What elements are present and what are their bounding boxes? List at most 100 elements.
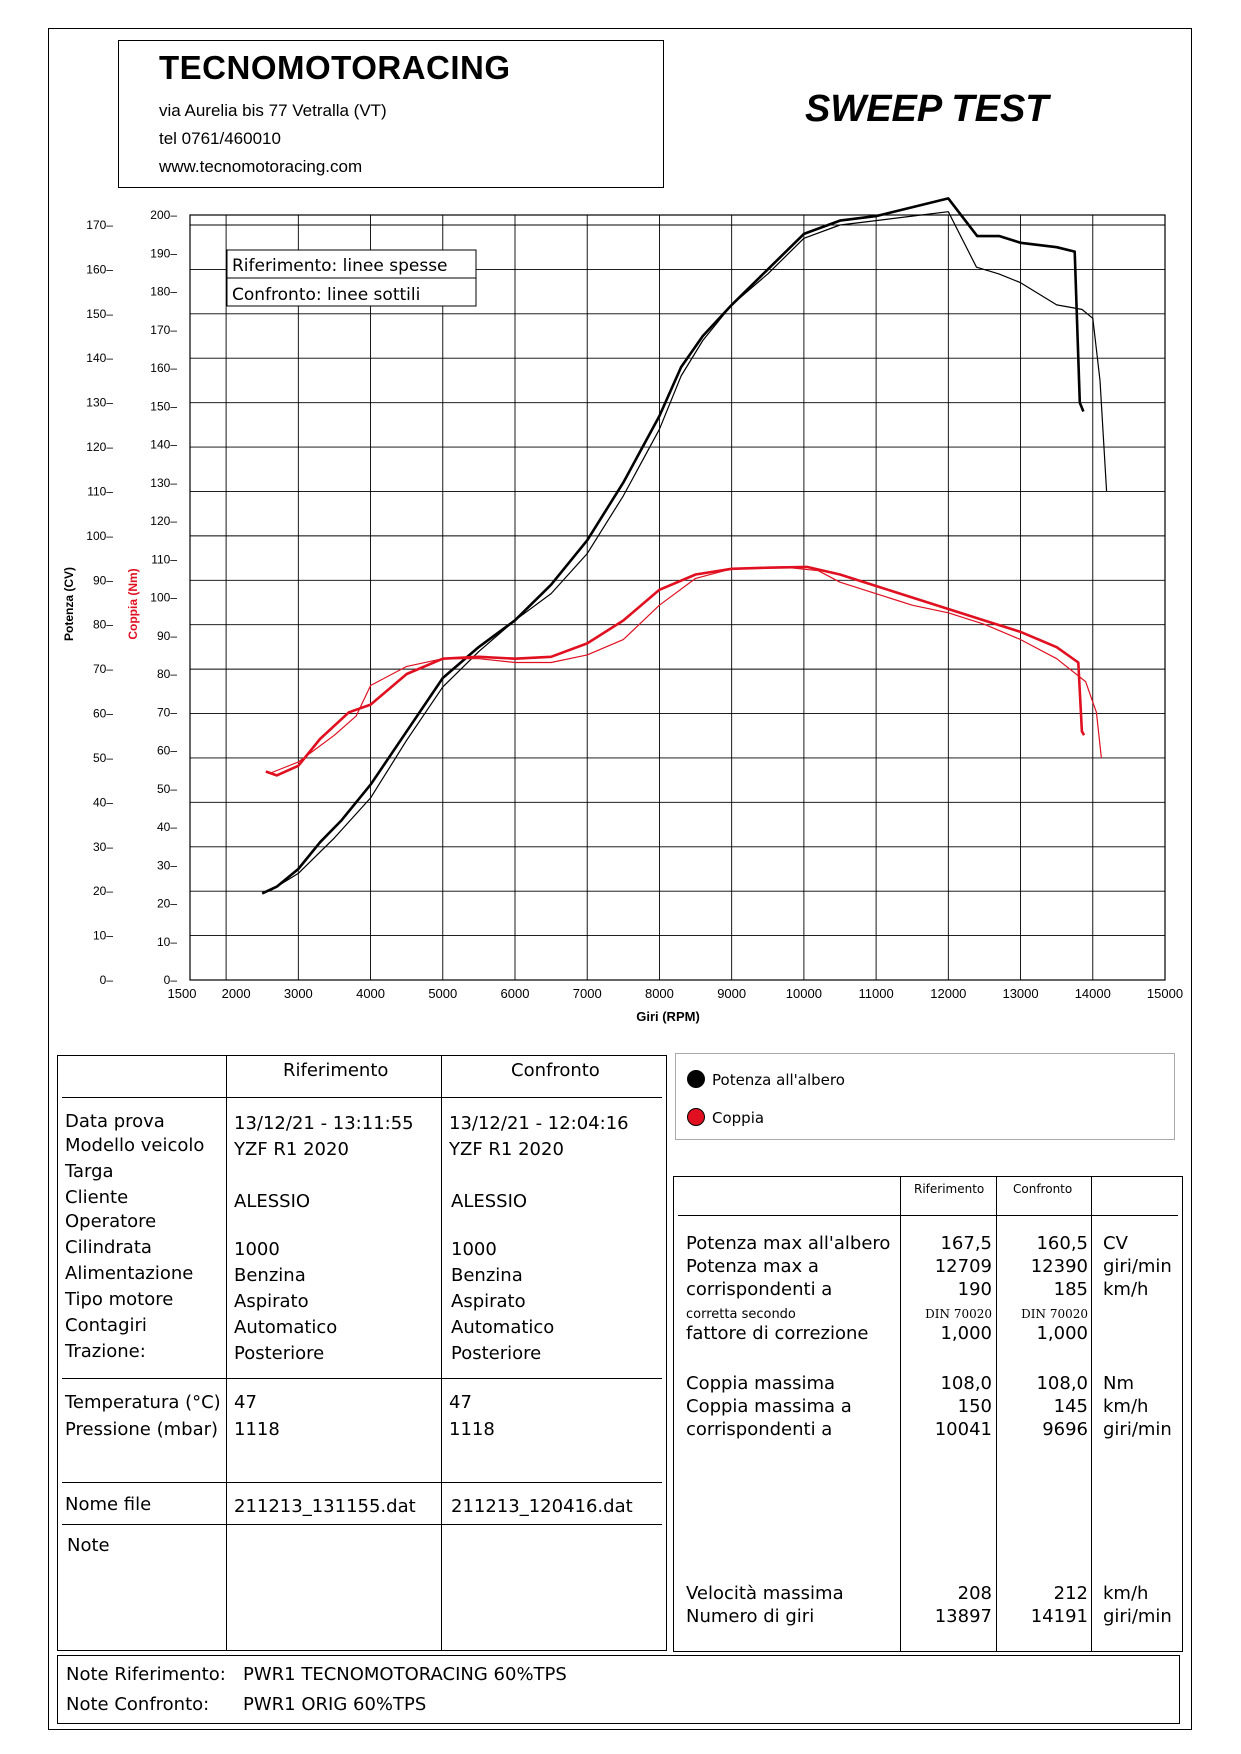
- x-tick-label: 9000: [717, 986, 746, 1001]
- torque-tick-label: 140–: [150, 438, 177, 452]
- power-tick-label: 110–: [87, 484, 113, 498]
- power-tick-label: 150–: [86, 307, 113, 321]
- info-col-divider-2: [441, 1055, 442, 1651]
- result-unit: giri/min: [1103, 1606, 1172, 1627]
- torque-tick-label: 120–: [150, 514, 177, 528]
- x-tick-label: 1500: [168, 986, 197, 1001]
- result-conf-value: 9696: [1042, 1419, 1088, 1440]
- result-label: corrispondenti a: [686, 1419, 833, 1440]
- ref-trazione: Posteriore: [234, 1343, 325, 1364]
- torque-comparison-line: [269, 566, 1102, 775]
- x-axis-label: Giri (RPM): [636, 1009, 700, 1024]
- x-tick-label: 15000: [1147, 986, 1183, 1001]
- power-tick-label: 140–: [86, 351, 113, 365]
- result-ref-value: 190: [957, 1279, 992, 1300]
- info-label: Modello veicolo: [65, 1135, 205, 1156]
- result-ref-value: 10041: [934, 1419, 992, 1440]
- result-ref-value: DIN 70020: [925, 1307, 992, 1321]
- result-ref-value: 1,000: [940, 1323, 992, 1344]
- info-table: [57, 1055, 667, 1651]
- legend-power-marker: [687, 1070, 705, 1088]
- power-axis-ticks: 0– 10– 20– 30– 40– 50– 60– 70– 80– 90– 100– 110– 120…: [86, 218, 113, 987]
- results-col-divider-3: [1091, 1176, 1092, 1652]
- result-conf-value: DIN 70020: [1021, 1307, 1088, 1321]
- power-tick-label: 130–: [86, 396, 113, 410]
- file-label: Nome file: [65, 1494, 152, 1515]
- temp-label: Temperatura (°C): [65, 1392, 221, 1413]
- x-tick-label: 5000: [428, 986, 457, 1001]
- torque-tick-label: 200–: [150, 208, 177, 222]
- info-label: Alimentazione: [65, 1263, 194, 1284]
- note-label: Note: [67, 1535, 110, 1556]
- power-tick-label: 80–: [93, 618, 113, 632]
- conf-tipo: Aspirato: [451, 1291, 526, 1312]
- legend-markers: [687, 1070, 705, 1126]
- info-divider-env: [62, 1378, 662, 1379]
- result-label: Potenza max a: [686, 1256, 819, 1277]
- conf-cilindrata: 1000: [451, 1239, 497, 1260]
- result-conf-value: 145: [1053, 1396, 1088, 1417]
- result-label: Coppia massima a: [686, 1396, 852, 1417]
- press-label: Pressione (mbar): [65, 1419, 219, 1440]
- x-tick-label: 6000: [501, 986, 530, 1001]
- company-name: TECNOMOTORACING: [159, 49, 511, 86]
- torque-tick-label: 30–: [157, 858, 177, 872]
- power-tick-label: 20–: [93, 884, 113, 898]
- torque-tick-label: 60–: [157, 744, 177, 758]
- power-reference-line: [261, 197, 1085, 895]
- legend-box-ref: Riferimento: linee spesse: [232, 256, 448, 276]
- result-label: Numero di giri: [686, 1606, 815, 1627]
- ref-file: 211213_131155.dat: [234, 1496, 416, 1517]
- torque-tick-label: 20–: [157, 897, 177, 911]
- result-unit: km/h: [1103, 1583, 1149, 1604]
- info-label: Trazione:: [65, 1341, 146, 1362]
- chart-series: [261, 197, 1108, 895]
- power-tick-label: 0–: [100, 973, 114, 987]
- info-label: Tipo motore: [65, 1289, 174, 1310]
- x-tick-label: 10000: [786, 986, 822, 1001]
- result-conf-value: 212: [1053, 1583, 1088, 1604]
- power-comparison-line: [269, 211, 1108, 892]
- ref-temperatura: 47: [234, 1392, 257, 1413]
- result-label: Potenza max all'albero: [686, 1233, 891, 1254]
- notes-box: [57, 1655, 1180, 1724]
- torque-tick-label: 10–: [157, 935, 177, 949]
- result-unit: giri/min: [1103, 1419, 1172, 1440]
- result-ref-value: 108,0: [940, 1373, 992, 1394]
- result-label: Coppia massima: [686, 1373, 836, 1394]
- info-header-divider: [62, 1097, 662, 1098]
- power-tick-label: 60–: [93, 707, 113, 721]
- series-legend: [675, 1053, 1175, 1140]
- results-col-conf: Confronto: [1013, 1182, 1073, 1196]
- conf-modello: YZF R1 2020: [449, 1139, 564, 1160]
- conf-file: 211213_120416.dat: [451, 1496, 633, 1517]
- power-tick-label: 50–: [93, 751, 113, 765]
- torque-tick-label: 170–: [150, 323, 177, 337]
- company-address: via Aurelia bis 77 Vetralla (VT): [159, 101, 387, 120]
- result-conf-value: 160,5: [1036, 1233, 1088, 1254]
- torque-tick-label: 190–: [150, 246, 177, 260]
- x-axis-ticks: 1500 2000 3000 4000 5000 6000 7000 8000 9000 1000…: [168, 986, 1184, 1001]
- power-tick-label: 90–: [93, 573, 113, 587]
- results-col-divider-1: [900, 1176, 901, 1652]
- result-label: Velocità massima: [686, 1583, 844, 1604]
- conf-trazione: Posteriore: [451, 1343, 542, 1364]
- note-ref-label: Note Riferimento:: [66, 1664, 226, 1685]
- x-tick-label: 12000: [930, 986, 966, 1001]
- ref-alimentazione: Benzina: [234, 1265, 306, 1286]
- chart-grid: [189, 214, 1166, 981]
- power-tick-label: 120–: [86, 440, 113, 454]
- ref-pressione: 1118: [234, 1419, 280, 1440]
- company-tel: tel 0761/460010: [159, 129, 281, 148]
- torque-tick-label: 40–: [157, 820, 177, 834]
- torque-tick-label: 0–: [164, 973, 178, 987]
- result-ref-value: 208: [957, 1583, 992, 1604]
- x-tick-label: 13000: [1002, 986, 1038, 1001]
- info-label: Data prova: [65, 1111, 165, 1132]
- result-unit: CV: [1103, 1233, 1128, 1254]
- torque-axis-label: Coppia (Nm): [126, 568, 140, 639]
- conf-data: 13/12/21 - 12:04:16: [449, 1113, 629, 1134]
- x-tick-label: 4000: [356, 986, 385, 1001]
- results-header-divider: [678, 1215, 1178, 1216]
- torque-tick-label: 130–: [150, 476, 177, 490]
